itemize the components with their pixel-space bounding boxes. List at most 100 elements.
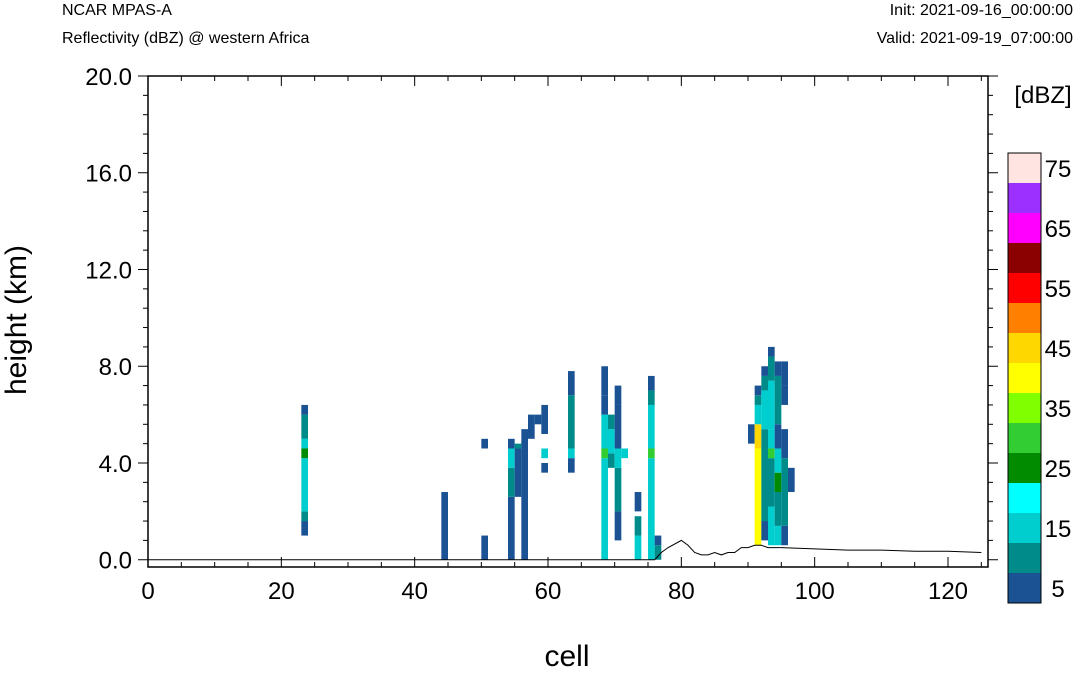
reflectivity-cell [541,448,548,459]
reflectivity-cell [774,375,782,425]
field-subtitle: Reflectivity (dBZ) @ western Africa [62,30,310,47]
y-tick-label: 0.0 [99,548,132,575]
reflectivity-cell [648,448,655,459]
colorbar-swatch [1008,483,1041,513]
reflectivity-cell [301,414,308,439]
reflectivity-cell [601,395,608,415]
reflectivity-cell [761,366,768,376]
reflectivity-cell [761,521,768,541]
reflectivity-cell [614,467,622,512]
reflectivity-cell [768,506,775,546]
reflectivity-cell [754,395,762,405]
reflectivity-cell [541,462,548,473]
reflectivity-cell [301,404,308,415]
reflectivity-cell [541,404,548,434]
reflectivity-cell [774,472,782,493]
colorbar-swatch [1008,573,1041,603]
reflectivity-cell [481,438,488,449]
reflectivity-cell [781,429,788,459]
x-tick-label: 120 [928,578,968,605]
reflectivity-cell [754,385,762,396]
colorbar-tick-label: 45 [1045,336,1072,363]
terrain-outline [148,539,982,561]
reflectivity-cell [301,438,308,449]
x-tick-label: 60 [535,578,562,605]
reflectivity-cell [768,380,775,430]
reflectivity-cell [568,371,575,396]
reflectivity-cell [608,414,615,430]
reflectivity-cell [774,525,782,546]
reflectivity-cell [768,356,775,381]
colorbar-swatch [1008,363,1041,393]
colorbar-swatch [1008,303,1041,333]
reflectivity-cell [634,535,642,560]
x-tick-label: 80 [668,578,695,605]
reflectivity-cell [608,429,615,454]
reflectivity-cell [648,375,655,391]
reflectivity-cell [761,429,768,522]
reflectivity-cell [481,535,488,560]
reflectivity-cell [601,448,608,459]
colorbar-swatch [1008,393,1041,423]
reflectivity-cell [654,535,662,546]
reflectivity-cell [754,448,762,546]
colorbar-swatch [1008,213,1041,243]
reflectivity-cell [648,458,655,560]
reflectivity-cell [521,429,528,449]
reflectivity-cell [648,390,655,405]
colorbar-swatch [1008,183,1041,213]
colorbar-tick-label: 5 [1051,576,1064,603]
colorbar-tick-label: 25 [1045,456,1072,483]
reflectivity-cell [301,511,308,522]
y-tick-label: 4.0 [99,451,132,478]
reflectivity-cell [788,467,795,493]
reflectivity-cell [774,492,782,526]
x-tick-label: 100 [795,578,835,605]
reflectivity-cell [301,521,308,536]
reflectivity-cell [301,458,308,512]
plot-frame [147,75,989,568]
reflectivity-cell [568,458,575,473]
x-tick-label: 0 [141,578,154,605]
reflectivity-cell [568,395,575,449]
reflectivity-cell [634,492,642,512]
reflectivity-cell [781,385,788,405]
reflectivity-cell [614,511,622,541]
reflectivity-cell [508,467,515,497]
reflectivity-cell [508,448,515,468]
reflectivity-cell [521,448,528,560]
reflectivity-cell [614,448,622,468]
y-tick-label: 16.0 [85,161,132,188]
reflectivity-cell [614,385,622,405]
colorbar-swatch [1008,423,1041,453]
reflectivity-cell [441,492,448,560]
reflectivity-cell [568,448,575,459]
y-tick-label: 8.0 [99,354,132,381]
reflectivity-cell [601,414,608,449]
colorbar-swatch [1008,513,1041,543]
x-axis-label: cell [544,640,589,673]
reflectivity-cell [768,429,775,449]
reflectivity-cell [781,525,788,546]
reflectivity-cell [781,361,788,386]
reflectivity-cell [761,390,768,430]
reflectivity-cell [761,375,768,391]
reflectivity-cell [514,448,522,497]
valid-time: Valid: 2021-09-19_07:00:00 [876,30,1073,47]
colorbar-tick-label: 15 [1045,516,1072,543]
colorbar-tick-label: 55 [1045,276,1072,303]
colorbar: 5 15 25 35 45 55 65 75 [1007,152,1072,604]
colorbar-swatch [1008,333,1041,363]
colorbar-swatch [1008,543,1041,573]
colorbar-swatch [1008,243,1041,273]
reflectivity-cell [508,438,515,449]
colorbar-swatch [1008,453,1041,483]
colorbar-tick-label: 75 [1045,156,1072,183]
init-time: Init: 2021-09-16_00:00:00 [889,2,1073,19]
model-title: NCAR MPAS-A [62,2,172,19]
reflectivity-cells [301,346,795,560]
colorbar-swatch [1008,153,1041,183]
reflectivity-cell [621,448,628,459]
reflectivity-cell [528,414,535,439]
